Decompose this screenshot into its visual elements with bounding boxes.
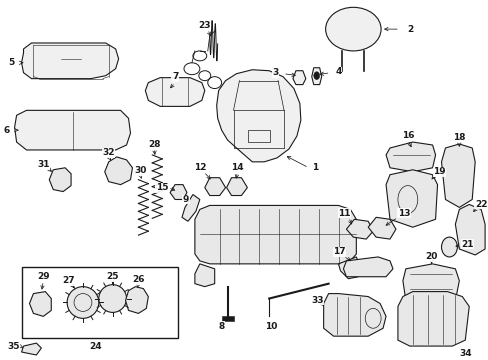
Polygon shape <box>216 70 300 162</box>
Polygon shape <box>402 264 458 306</box>
Text: 9: 9 <box>183 195 189 204</box>
Text: 2: 2 <box>407 24 413 33</box>
Polygon shape <box>125 287 148 314</box>
Bar <box>21 267 178 338</box>
Polygon shape <box>292 71 305 85</box>
Polygon shape <box>346 219 372 239</box>
Text: 26: 26 <box>132 275 144 284</box>
Text: 1: 1 <box>311 163 317 172</box>
Text: 3: 3 <box>271 68 278 77</box>
Text: 22: 22 <box>474 200 487 209</box>
Polygon shape <box>21 43 119 78</box>
Polygon shape <box>343 257 392 277</box>
Text: 4: 4 <box>335 67 341 76</box>
Text: 25: 25 <box>106 272 119 281</box>
Text: 28: 28 <box>148 140 160 149</box>
Text: 5: 5 <box>8 58 15 67</box>
Bar <box>248 130 269 142</box>
Text: 6: 6 <box>3 126 10 135</box>
Text: 32: 32 <box>102 148 115 157</box>
Polygon shape <box>311 68 321 85</box>
Polygon shape <box>145 78 204 106</box>
Text: 23: 23 <box>198 21 211 30</box>
Text: 18: 18 <box>452 132 465 141</box>
Polygon shape <box>441 144 474 207</box>
Polygon shape <box>226 178 247 195</box>
Polygon shape <box>454 204 484 255</box>
Ellipse shape <box>325 7 380 51</box>
Polygon shape <box>221 316 233 321</box>
Polygon shape <box>170 185 186 199</box>
Text: 13: 13 <box>397 209 409 218</box>
Polygon shape <box>195 206 356 264</box>
Ellipse shape <box>313 72 319 80</box>
Text: 10: 10 <box>264 322 277 331</box>
Text: 16: 16 <box>401 131 413 140</box>
Polygon shape <box>29 292 51 316</box>
Polygon shape <box>195 264 214 287</box>
Polygon shape <box>385 142 435 172</box>
Polygon shape <box>323 294 385 336</box>
Polygon shape <box>385 170 437 227</box>
Text: 31: 31 <box>37 160 49 169</box>
Polygon shape <box>182 194 200 221</box>
Text: 19: 19 <box>432 167 445 176</box>
Ellipse shape <box>67 287 99 318</box>
Text: 17: 17 <box>332 247 345 256</box>
Text: 35: 35 <box>7 342 20 351</box>
Polygon shape <box>338 257 360 279</box>
Text: 8: 8 <box>218 322 224 331</box>
Ellipse shape <box>99 285 126 312</box>
Polygon shape <box>367 217 395 239</box>
Text: 21: 21 <box>460 239 472 248</box>
Text: 12: 12 <box>193 163 205 172</box>
Polygon shape <box>204 178 225 195</box>
Polygon shape <box>49 168 71 192</box>
Polygon shape <box>15 111 130 150</box>
Text: 33: 33 <box>311 296 323 305</box>
Polygon shape <box>104 157 132 185</box>
Text: 30: 30 <box>134 166 146 175</box>
Polygon shape <box>21 343 41 355</box>
Text: 24: 24 <box>89 342 102 351</box>
Polygon shape <box>397 292 468 346</box>
Text: 27: 27 <box>61 276 74 285</box>
Text: 7: 7 <box>172 72 178 81</box>
Text: 11: 11 <box>338 209 350 218</box>
Ellipse shape <box>441 237 456 257</box>
Text: 15: 15 <box>156 183 168 192</box>
Text: 14: 14 <box>231 163 244 172</box>
Text: 29: 29 <box>37 272 50 281</box>
Text: 34: 34 <box>458 348 470 357</box>
Text: 20: 20 <box>425 252 437 261</box>
